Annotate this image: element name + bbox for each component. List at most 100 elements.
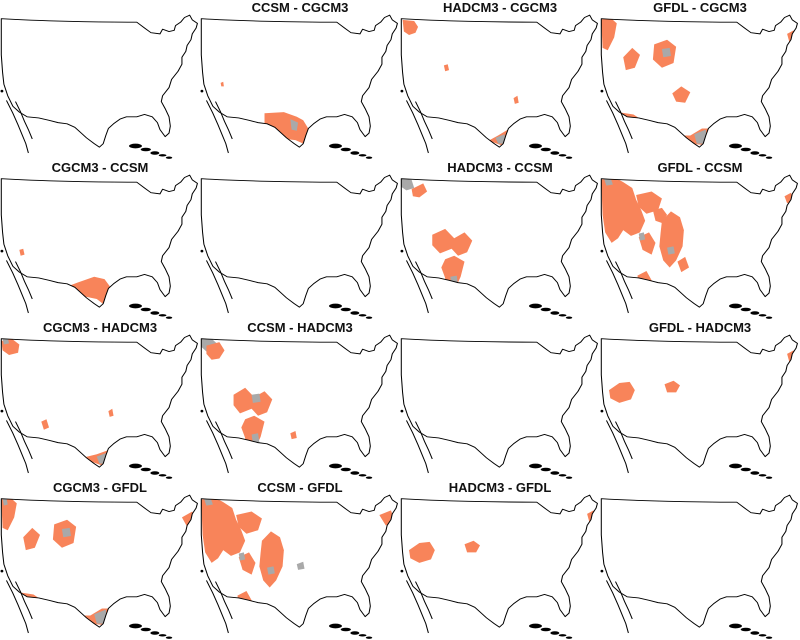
region-orange [659, 211, 684, 268]
region-gray [641, 279, 648, 289]
map-panel [600, 480, 800, 640]
baja-coastline [605, 260, 629, 314]
us-land [401, 175, 598, 308]
island [750, 631, 760, 635]
region-orange [623, 47, 640, 71]
region-orange [411, 183, 428, 198]
island [600, 569, 604, 573]
us-land [201, 335, 398, 468]
region-gray [667, 246, 675, 255]
baja-coastline [415, 101, 433, 140]
region-orange [710, 297, 717, 305]
panel-title: HADCM3 - CCSM [447, 160, 553, 175]
us-outline [400, 334, 598, 468]
island [158, 474, 167, 477]
panel-title: CCSM - CGCM3 [251, 0, 349, 15]
island [0, 569, 4, 573]
region-orange [402, 19, 419, 36]
map-panel: CGCM3 - GFDL [0, 480, 200, 640]
island [758, 634, 767, 637]
island [358, 634, 367, 637]
island [350, 631, 360, 635]
baja-coastline [205, 580, 229, 634]
island [150, 631, 160, 635]
region-gray [401, 178, 415, 191]
map-panel: GFDL - CGCM3 [600, 0, 800, 160]
us-outline [200, 14, 398, 148]
island [350, 151, 360, 155]
island [329, 143, 342, 149]
us-land [1, 495, 198, 628]
map-panel: CGCM3 - CCSM [0, 160, 200, 320]
island [158, 154, 167, 157]
us-land [401, 495, 598, 628]
island [400, 569, 404, 573]
island [765, 316, 773, 319]
island [558, 474, 567, 477]
us-outline [0, 14, 198, 148]
island [740, 467, 751, 472]
baja-coastline [615, 421, 633, 460]
region-orange [464, 540, 480, 553]
us-land [601, 335, 798, 468]
island [540, 467, 551, 472]
island [765, 476, 773, 479]
map-panel: HADCM3 - GFDL [400, 480, 600, 640]
map-panel: GFDL - HADCM3 [600, 320, 800, 480]
us-map [600, 494, 798, 639]
region-orange [61, 276, 115, 308]
island [540, 307, 551, 312]
region-orange [259, 531, 284, 588]
island [758, 154, 767, 157]
us-map [0, 334, 198, 479]
us-land [201, 175, 398, 308]
island [140, 147, 151, 152]
region-orange [664, 380, 680, 393]
map-panel: HADCM3 - CGCM3 [400, 0, 600, 160]
island [365, 636, 373, 639]
region-orange [41, 419, 50, 430]
us-outline [600, 334, 798, 468]
island [400, 89, 404, 93]
island [340, 307, 351, 312]
island [158, 634, 167, 637]
baja-coastline [615, 101, 633, 140]
island [400, 249, 404, 253]
region-gray [290, 119, 299, 131]
island [129, 303, 142, 309]
island [740, 307, 751, 312]
region-orange [236, 511, 262, 534]
region-orange [672, 86, 691, 103]
island [729, 463, 742, 469]
region-orange [443, 64, 450, 72]
island [165, 476, 173, 479]
us-land [1, 175, 198, 308]
map-panel: HADCM3 - CCSM [400, 160, 600, 320]
baja-coastline [415, 261, 433, 300]
us-outline [0, 494, 198, 628]
island [758, 474, 767, 477]
baja-coastline [205, 100, 229, 154]
region-orange [677, 256, 690, 273]
panel-title: HADCM3 - GFDL [448, 480, 552, 495]
baja-coastline [605, 420, 629, 474]
baja-coastline [5, 260, 29, 314]
region-orange [710, 456, 717, 464]
island [358, 314, 367, 317]
island [550, 631, 560, 635]
island [565, 476, 573, 479]
region-orange [206, 342, 225, 360]
map-panel: CCSM - HADCM3 [200, 320, 400, 480]
island [150, 311, 160, 315]
island [129, 623, 142, 629]
us-land [1, 335, 198, 468]
us-land [1, 15, 198, 148]
baja-coastline [605, 100, 629, 154]
us-outline [600, 174, 798, 308]
region-gray [296, 561, 305, 570]
baja-coastline [5, 580, 29, 634]
us-outline [400, 174, 598, 308]
region-gray [495, 134, 506, 144]
island [140, 467, 151, 472]
